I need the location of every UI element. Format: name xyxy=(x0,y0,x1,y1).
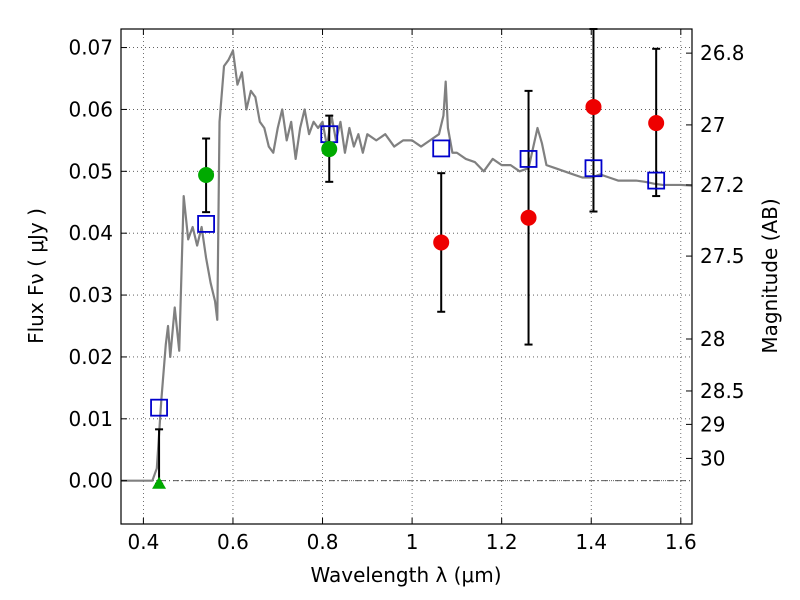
x-tick-label: 0.6 xyxy=(217,530,249,554)
model-photometry-square xyxy=(647,171,666,190)
y-tick-label: 0.00 xyxy=(68,469,113,493)
x-tick-label: 0.8 xyxy=(307,530,339,554)
x-tick-label: 1 xyxy=(406,530,419,554)
y-axis-title: Flux Fν ( μJy ) xyxy=(24,208,48,344)
red-detection-point xyxy=(433,234,450,251)
y-tick-label: 0.02 xyxy=(68,345,113,369)
error-bars xyxy=(155,28,661,485)
red-detection-point xyxy=(585,98,602,115)
x-tick-label: 1.6 xyxy=(665,530,697,554)
model-photometry-square xyxy=(432,139,451,158)
x-tick-label: 1.4 xyxy=(575,530,607,554)
right-tick-label: 28.5 xyxy=(700,379,745,403)
y-tick-label: 0.01 xyxy=(68,407,113,431)
right-tick-label: 27 xyxy=(700,113,725,137)
right-axis-title: Magnitude (AB) xyxy=(758,198,782,353)
right-tick-label: 27.5 xyxy=(700,244,745,268)
ticks: 0.4 0.6 0.8 1 1.2 1.4 1.6 0.00 0.01 0.02 0.03 0.04 0… xyxy=(68,29,745,554)
model-photometry-square xyxy=(519,150,538,168)
plot-frame xyxy=(120,28,693,525)
model-photometry-square xyxy=(584,159,603,178)
red-detection-point xyxy=(648,115,665,132)
error-bar xyxy=(155,428,164,485)
y-tick-label: 0.04 xyxy=(68,221,113,245)
green-detection-point xyxy=(321,141,338,158)
y-tick-label: 0.05 xyxy=(68,159,113,183)
y-tick-label: 0.03 xyxy=(68,283,113,307)
right-tick-label: 26.8 xyxy=(700,41,745,65)
model-photometry-square xyxy=(150,398,168,417)
green-detection-point xyxy=(198,167,215,184)
model-photometry-square xyxy=(197,215,215,233)
green-limit-triangle xyxy=(152,476,167,489)
x-tick-label: 0.4 xyxy=(127,530,159,554)
markers xyxy=(150,98,666,489)
sed-model-line xyxy=(121,49,693,482)
x-tick-label: 1.2 xyxy=(486,530,518,554)
x-axis-title: Wavelength λ (μm) xyxy=(310,563,501,587)
y-tick-label: 0.07 xyxy=(68,36,113,60)
right-tick-label: 28 xyxy=(700,327,725,351)
y-tick-label: 0.06 xyxy=(68,97,113,121)
right-tick-label: 27.2 xyxy=(700,173,745,197)
error-bar xyxy=(589,28,598,213)
right-tick-label: 30 xyxy=(700,446,725,470)
right-tick-label: 29 xyxy=(700,412,725,436)
red-detection-point xyxy=(520,209,537,226)
grid xyxy=(121,29,692,524)
